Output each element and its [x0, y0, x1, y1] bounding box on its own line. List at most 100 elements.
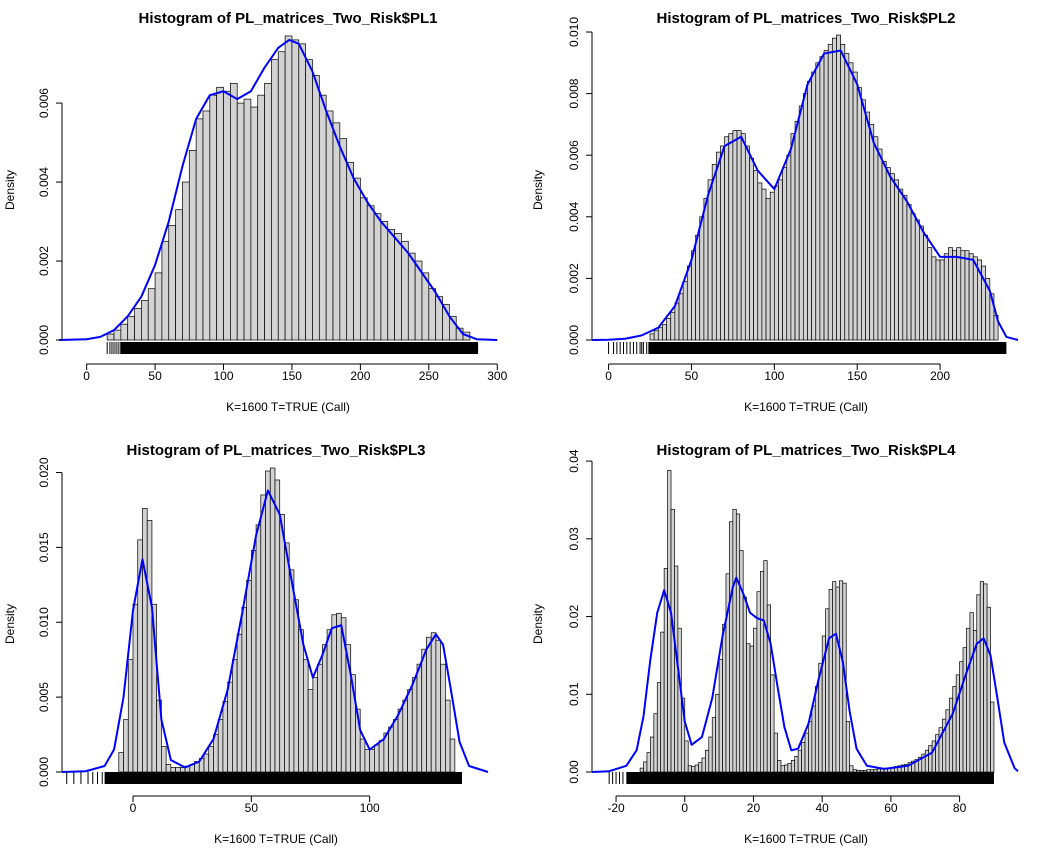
- histogram-bar: [694, 764, 699, 773]
- histogram-bar: [284, 35, 293, 341]
- histogram-bar: [852, 71, 858, 341]
- histogram-bar: [202, 110, 211, 341]
- histogram-bar: [265, 470, 271, 773]
- histogram-bar: [797, 749, 802, 773]
- histogram-bar: [182, 181, 190, 341]
- histogram-bar: [794, 756, 799, 773]
- x-tick-label: 50: [245, 801, 259, 815]
- histogram-bar: [695, 234, 701, 341]
- histogram-bar: [966, 627, 971, 773]
- histogram-bar: [979, 581, 985, 773]
- histogram-bar: [667, 470, 672, 773]
- histogram-bar: [307, 689, 314, 773]
- histogram-bar: [392, 719, 399, 773]
- y-tick-label: 0.01: [567, 682, 581, 706]
- histogram-bar: [960, 250, 966, 341]
- histogram-bar: [241, 606, 247, 773]
- histogram-pl3-x-label: K=1600 T=TRUE (Call): [214, 832, 338, 846]
- histogram-bar: [195, 118, 204, 341]
- histogram-bar: [113, 329, 122, 341]
- histogram-bar: [861, 99, 866, 341]
- histogram-bar: [722, 623, 727, 773]
- histogram-bar: [701, 757, 706, 773]
- histogram-bar: [359, 738, 366, 773]
- histogram-bar: [407, 689, 413, 773]
- histogram-bar: [825, 608, 830, 773]
- histogram-bar: [863, 770, 868, 773]
- histogram-bar: [948, 247, 953, 341]
- histogram-bar: [778, 179, 783, 341]
- histogram-bar: [293, 599, 300, 773]
- histogram-bar: [291, 39, 300, 341]
- y-tick-label: 0.020: [37, 457, 51, 487]
- histogram-bar: [773, 185, 779, 341]
- histogram-bar: [243, 98, 252, 341]
- histogram-bar: [653, 713, 658, 773]
- histogram-bar: [305, 59, 313, 341]
- y-tick-label: 0.03: [567, 527, 581, 551]
- y-tick-label: 0.000: [567, 325, 581, 355]
- histogram-bar: [134, 308, 142, 341]
- histogram-pl3-title: Histogram of PL_matrices_Two_Risk$PL3: [127, 442, 426, 459]
- histogram-bar: [274, 479, 281, 773]
- histogram-bar: [656, 682, 662, 773]
- histogram-bar: [869, 124, 875, 341]
- histogram-bar: [724, 136, 730, 341]
- histogram-bar: [141, 300, 149, 341]
- x-tick-label: 0: [681, 801, 688, 815]
- histogram-bar: [787, 763, 792, 773]
- density-curve: [591, 576, 1019, 773]
- y-tick-label: 0.015: [37, 532, 51, 562]
- histogram-bar: [120, 323, 129, 341]
- histogram-bar: [943, 253, 949, 341]
- histogram-bar: [660, 631, 665, 773]
- histogram-bar: [856, 770, 861, 773]
- histogram-bar: [269, 467, 276, 773]
- x-tick-label: 60: [884, 801, 898, 815]
- x-tick-label: 150: [847, 369, 867, 383]
- histogram-bar: [838, 580, 844, 773]
- histogram-pl1-x-label: K=1600 T=TRUE (Call): [226, 400, 350, 414]
- histogram-bar: [832, 581, 837, 773]
- histogram-bar: [910, 213, 916, 341]
- histogram-bar: [711, 717, 717, 773]
- histogram-bar: [227, 681, 233, 773]
- histogram-bar: [746, 643, 751, 773]
- histogram-bar: [845, 721, 851, 773]
- histogram-bar: [773, 732, 778, 773]
- rug-band: [120, 342, 479, 354]
- histogram-bar: [742, 596, 747, 773]
- histogram-bar: [859, 770, 864, 773]
- y-tick-label: 0.005: [37, 682, 51, 712]
- histogram-bar: [786, 154, 792, 341]
- histogram-bar: [876, 768, 881, 773]
- histogram-bar: [170, 767, 176, 773]
- histogram-bar: [118, 752, 124, 773]
- histogram-pl2-y-label: Density: [531, 170, 545, 210]
- histogram-bar: [766, 604, 772, 773]
- histogram-bar: [699, 216, 705, 341]
- histogram-bar: [339, 138, 348, 341]
- histogram-bar: [203, 753, 210, 773]
- histogram-bar: [682, 281, 688, 341]
- density-curve: [59, 38, 498, 341]
- histogram-bar: [277, 51, 286, 341]
- histogram-bar: [844, 53, 850, 341]
- histogram-bar: [928, 745, 933, 773]
- histogram-bar: [757, 182, 763, 341]
- x-tick-label: 0: [83, 369, 90, 383]
- y-tick-label: 0.010: [37, 607, 51, 637]
- histogram-bar: [769, 191, 775, 341]
- rug-band: [626, 772, 994, 784]
- histogram-bar: [154, 272, 163, 341]
- histogram-bar: [407, 252, 416, 341]
- histogram-bar: [440, 663, 446, 773]
- histogram-bar: [831, 37, 837, 341]
- histogram-bar: [279, 514, 285, 773]
- histogram-bar: [271, 59, 279, 341]
- histogram-bar: [449, 738, 456, 773]
- histogram-bar: [707, 179, 713, 341]
- histogram-panel-pl4: -20 0 20 40 60 80 0.00 0.01 0.02 0.03 0.04 Histogr…: [531, 442, 1019, 846]
- x-tick-label: -20: [607, 801, 625, 815]
